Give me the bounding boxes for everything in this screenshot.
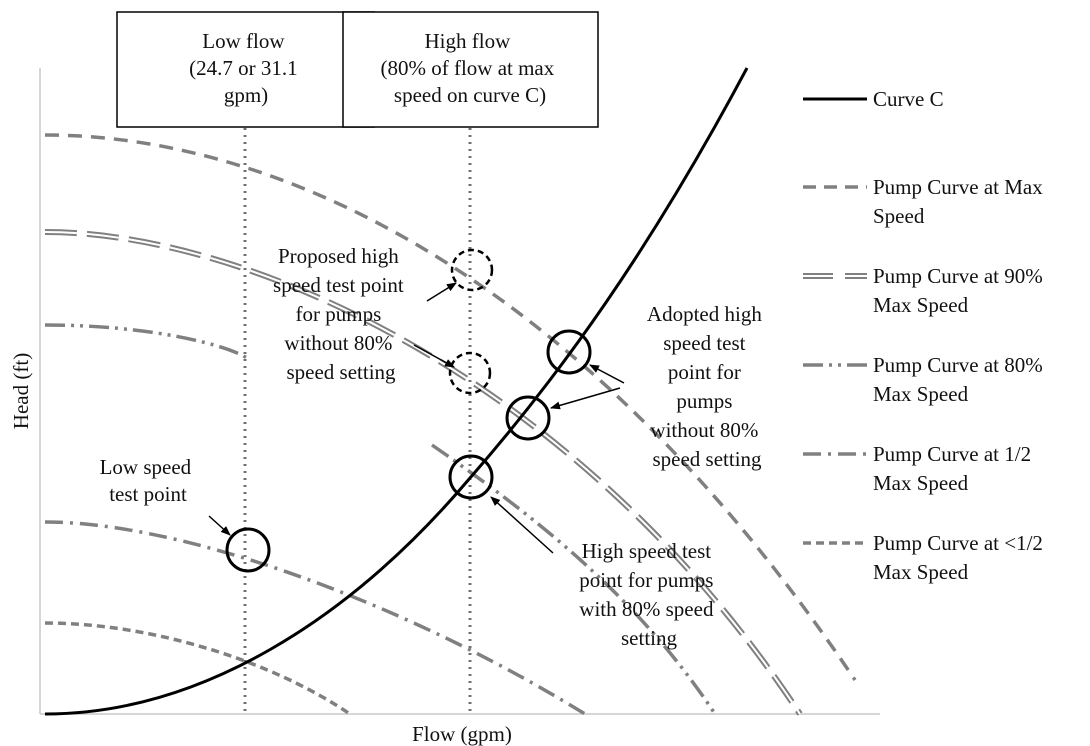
high-flow-box [342,11,599,128]
adopted-test-point-marker-2 [546,329,592,375]
pump-curve-max-speed [44,133,857,681]
pump-curve-90-speed [44,229,803,716]
pump-curve-less-half-speed [44,621,351,716]
high-flow-box-text: High flow (80% of flow at max speed on c… [380,29,559,107]
low-speed-test-point-marker [225,527,271,573]
y-axis-label: Head (ft) [9,353,33,429]
adopted-high-label: Adopted high speed test point for pumps … [647,302,767,471]
proposed-test-point-marker-1 [450,248,494,292]
arrow-adopted-1 [550,387,621,410]
low-flow-box [116,11,375,128]
arrow-proposed-1 [426,282,457,302]
x-axis-label: Flow (gpm) [412,722,512,746]
high-speed-80-label: High speed test point for pumps with 80%… [579,539,718,650]
arrow-proposed-2 [413,344,455,368]
legend-label-pump-80: Pump Curve at 80% Max Speed [873,353,1048,406]
arrow-adopted-2 [589,364,625,384]
arrow-high-speed-80 [490,496,554,554]
low-flow-box-text: Low flow (24.7 or 31.1 gpm) [189,29,303,107]
pump-curve-half-speed [44,520,586,716]
legend-label-pump-half: Pump Curve at 1/2 Max Speed [873,442,1036,495]
high-speed-test-point-80-marker [448,454,494,500]
proposed-high-label: Proposed high speed test point for pumps… [273,244,409,384]
pump-curve-80-speed [44,323,252,362]
proposed-test-point-marker-2 [448,351,492,395]
legend: Curve C Pump Curve at Max Speed Pump Cur… [803,87,1048,584]
legend-label-pump-max: Pump Curve at Max Speed [873,175,1048,228]
low-speed-label: Low speed test point [100,455,197,506]
adopted-test-point-marker-1 [505,395,551,441]
legend-label-curve-c: Curve C [873,87,944,111]
pump-curve-80-speed-lower [431,443,717,715]
legend-label-pump-90: Pump Curve at 90% Max Speed [873,264,1048,317]
arrow-low-speed [208,515,231,536]
curve-c [44,67,749,716]
legend-label-pump-less-half: Pump Curve at <1/2 Max Speed [873,531,1048,584]
